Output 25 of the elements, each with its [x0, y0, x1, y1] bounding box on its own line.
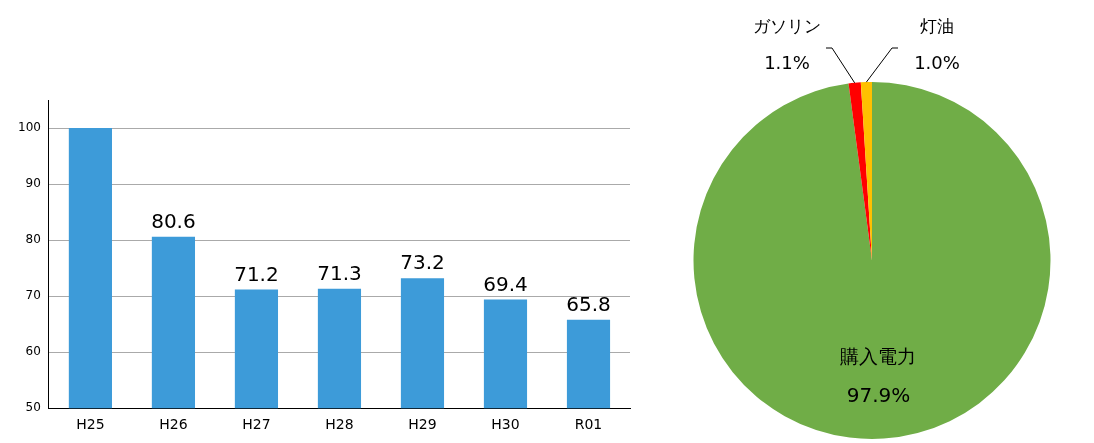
- x-tick-label: R01: [574, 416, 603, 433]
- y-tick-label: 80: [25, 232, 41, 247]
- data-label: 71.2: [234, 261, 279, 286]
- data-label: 1.1%: [764, 51, 810, 73]
- y-tick-label: 60: [25, 344, 41, 359]
- y-tick-label: 70: [25, 288, 41, 303]
- x-tick-label: H27: [242, 416, 271, 433]
- data-label: 71.3: [317, 261, 362, 286]
- x-tick-label: H25: [76, 416, 105, 433]
- data-label: 80.6: [151, 208, 196, 233]
- x-tick-label: H26: [159, 416, 188, 433]
- data-label: 69.4: [483, 271, 528, 296]
- slice-label: 購入電力: [840, 345, 917, 368]
- data-label: 73.2: [400, 250, 445, 275]
- data-label: 1.0%: [914, 51, 960, 73]
- slice-label: 灯油: [920, 16, 954, 37]
- slice-label: ガソリン: [753, 16, 821, 37]
- x-tick-label: H28: [325, 416, 354, 433]
- y-tick-label: 90: [25, 176, 41, 191]
- x-tick-label: H30: [491, 416, 520, 433]
- y-tick-label: 50: [25, 400, 41, 415]
- x-tick-label: H29: [408, 416, 437, 433]
- data-label: 65.8: [566, 291, 611, 316]
- data-label: 97.9%: [846, 382, 911, 407]
- y-tick-label: 100: [18, 120, 41, 135]
